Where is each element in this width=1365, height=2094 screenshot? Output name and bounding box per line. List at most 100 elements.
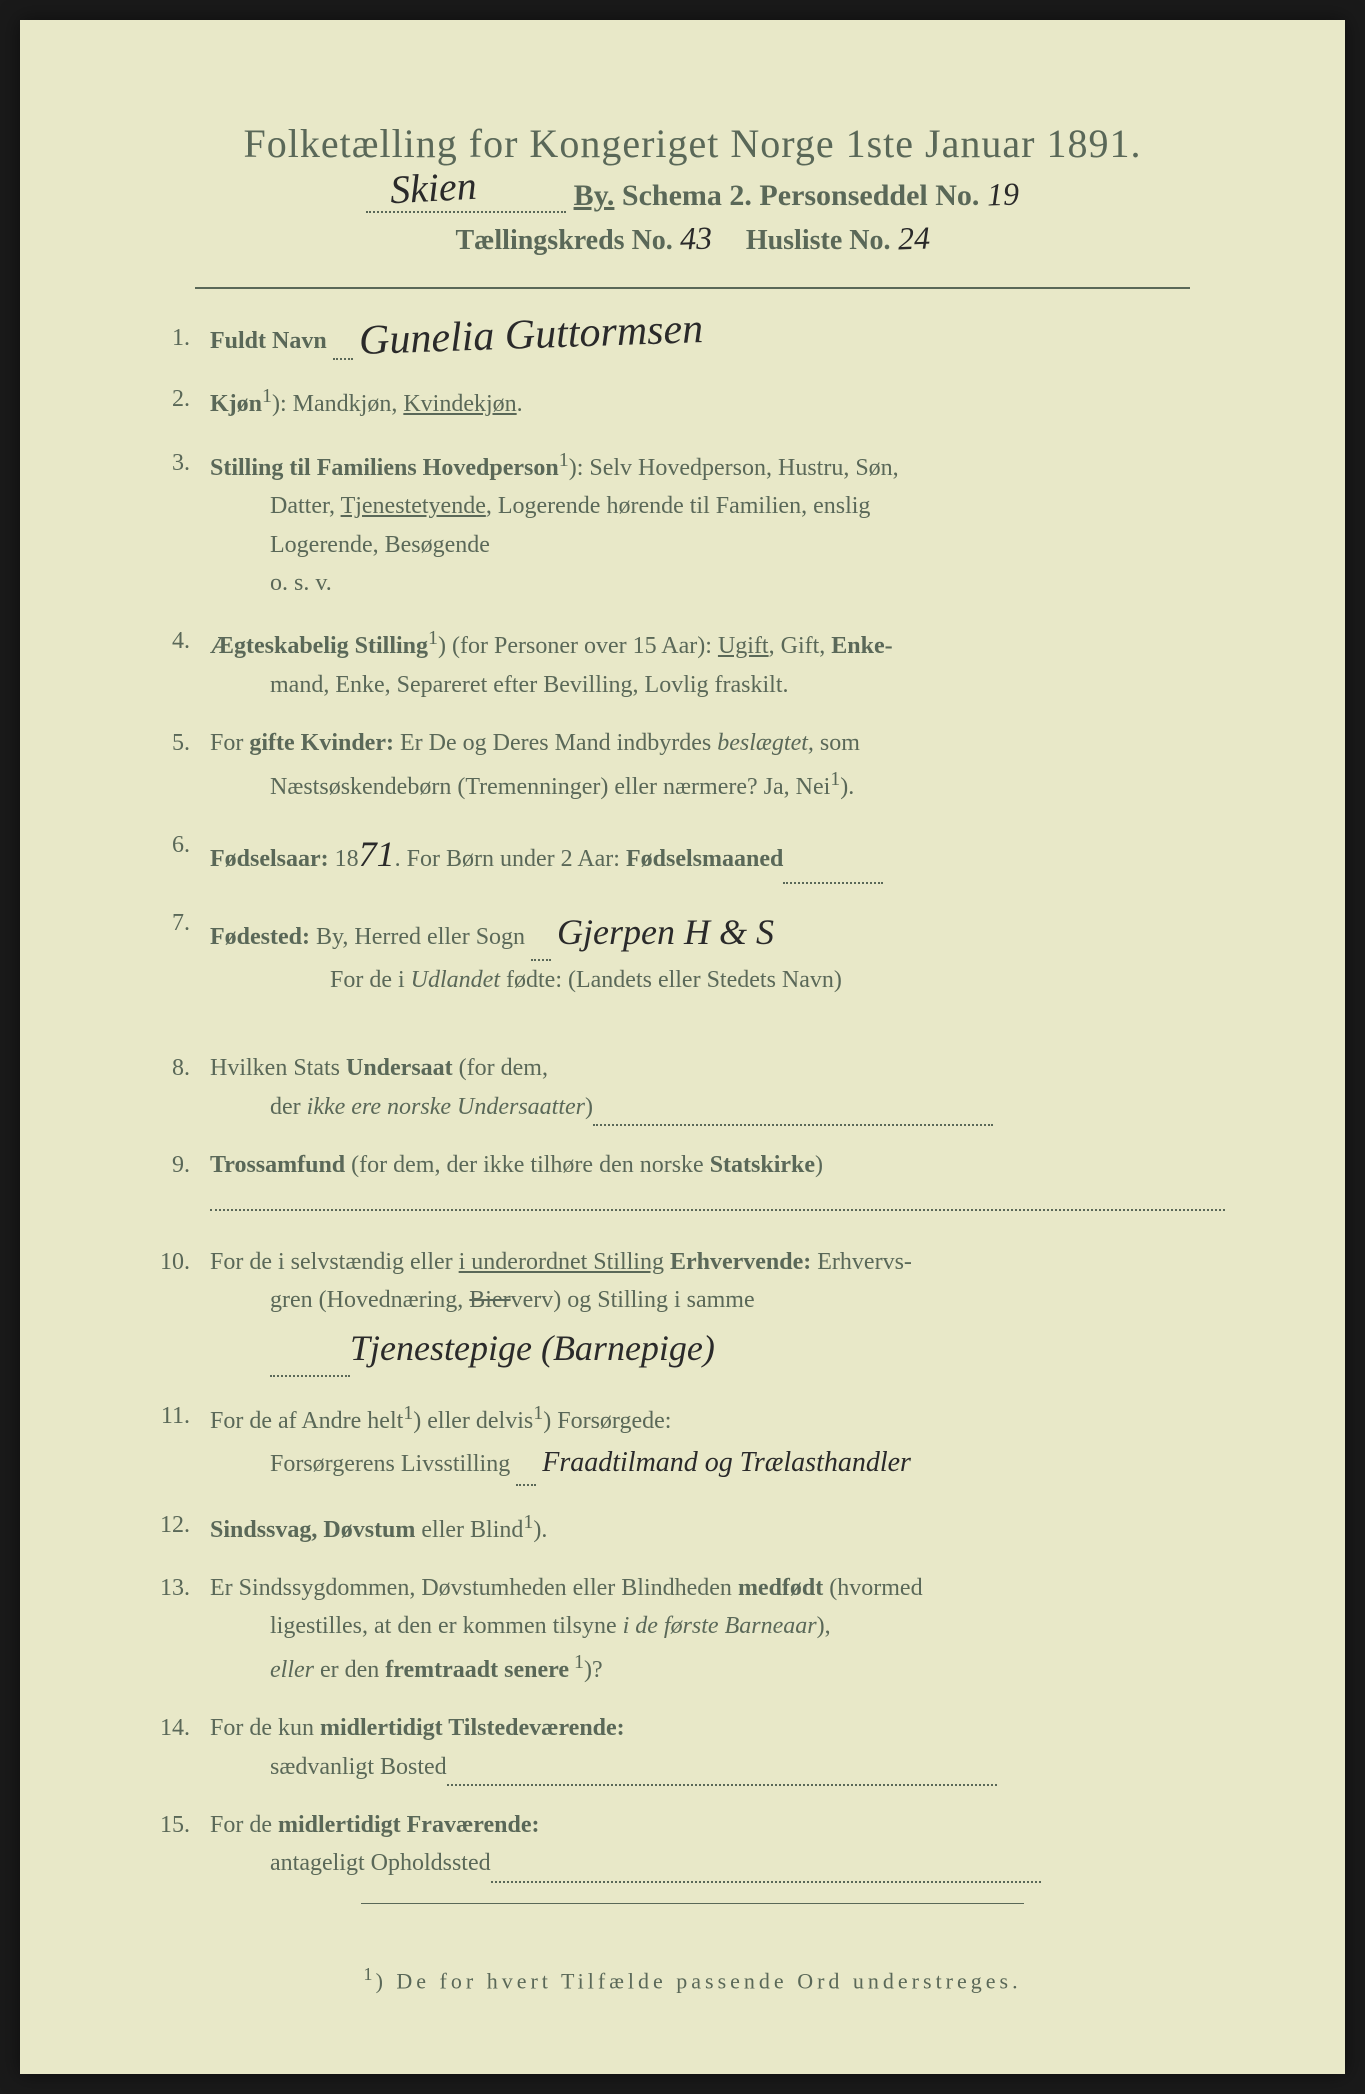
line-text: For de (210, 1812, 278, 1838)
item-number: 8. (160, 1049, 210, 1126)
sup: 1 (523, 1511, 533, 1533)
header-line2: Skien By. Schema 2. Personseddel No. 19 (140, 177, 1245, 213)
sup: 1 (403, 1402, 413, 1424)
item-9: 9. Trossamfund (for dem, der ikke tilhør… (160, 1146, 1225, 1223)
line-text: For (210, 730, 249, 756)
line-text: som (814, 730, 860, 756)
header-title: Folketælling for Kongeriget Norge 1ste J… (140, 120, 1245, 167)
name-handwritten: Gunelia Guttormsen (358, 313, 703, 359)
bold-text: medfødt (738, 1575, 823, 1601)
item-number: 14. (160, 1709, 210, 1786)
line-text: For de kun (210, 1715, 320, 1741)
line-text: , Gift, (769, 633, 832, 659)
occupation-handwritten: Tjenestepige (Barnepige) (350, 1328, 715, 1368)
item-number: 9. (160, 1146, 210, 1223)
sup: 1 (830, 768, 840, 790)
line-text: Er De og Deres Mand indbyrdes (394, 730, 717, 756)
selected-option: Kvindekjøn (403, 391, 516, 417)
punct: . (517, 391, 523, 417)
item-4: 4. Ægteskabelig Stilling1) (for Personer… (160, 622, 1225, 704)
item-number: 6. (160, 826, 210, 884)
sup: 1 (533, 1402, 543, 1424)
item-number: 1. (160, 319, 210, 360)
item-number: 15. (160, 1806, 210, 1883)
line-text: ) eller delvis (413, 1408, 533, 1434)
divider-bottom (361, 1903, 1024, 1904)
birthplace-handwritten: Gjerpen H & S (557, 912, 774, 952)
field-label: Ægteskabelig Stilling (210, 633, 428, 659)
provider-handwritten: Fraadtilmand og Trælasthandler (542, 1447, 911, 1478)
line-text: Erhvervs- (811, 1249, 912, 1275)
item-6: 6. Fødselsaar: 1871. For Børn under 2 Aa… (160, 826, 1225, 884)
personseddel-no: 19 (986, 181, 1019, 208)
by-label: By. (574, 179, 615, 212)
divider-top (195, 287, 1190, 289)
item-14: 14. For de kun midlertidigt Tilstedevære… (160, 1709, 1225, 1786)
form-body: 1. Fuldt Navn Gunelia Guttormsen 2. Kjøn… (140, 319, 1245, 1883)
selected-option: Tjenestetyende (341, 493, 486, 519)
item-12: 12. Sindssvag, Døvstum eller Blind1). (160, 1506, 1225, 1549)
line-text: Næstsøskendebørn (Tremenninger) eller næ… (210, 774, 854, 800)
personseddel-label: Personseddel No. (759, 179, 979, 212)
item-10: 10. For de i selvstændig eller i underor… (160, 1243, 1225, 1377)
line-text: der ikke ere norske Undersaatter) (210, 1094, 593, 1120)
year-handwritten: 71 (359, 834, 395, 874)
item-number: 4. (160, 622, 210, 704)
bold-text: Undersaat (346, 1055, 453, 1081)
header-line3: Tællingskreds No. 43 Husliste No. 24 (140, 225, 1245, 257)
line-text: ): Selv Hovedperson, Hustru, Søn, (569, 455, 899, 481)
underlined-text: i underordnet Stilling (459, 1249, 664, 1275)
item-number: 5. (160, 724, 210, 806)
line-text: Datter, Tjenestetyende, Logerende hørend… (210, 493, 870, 519)
kreds-no: 43 (679, 225, 712, 252)
line-text: For de i Udlandet fødte: (Landets eller … (210, 967, 842, 993)
options-text: ): Mandkjøn, (272, 391, 403, 417)
bold-text: Erhvervende: (664, 1249, 811, 1275)
line-text: (hvormed (823, 1575, 922, 1601)
schema-label: Schema 2. (622, 179, 752, 212)
line-text: ligestilles, at den er kommen tilsyne i … (210, 1613, 831, 1639)
line-text: gren (Hovednæring, Bierverv) og Stilling… (210, 1287, 755, 1313)
sup: 1 (559, 449, 569, 471)
field-label: Sindssvag, Døvstum (210, 1517, 415, 1543)
line-text: Er Sindssygdommen, Døvstumheden eller Bl… (210, 1575, 738, 1601)
field-label: Fuldt Navn (210, 328, 327, 354)
line-text: sædvanligt Bosted (210, 1754, 447, 1780)
field-label: Fødselsmaaned (626, 846, 783, 872)
sup: 1 (262, 385, 272, 407)
field-label: Trossamfund (210, 1152, 345, 1178)
punct: ) (815, 1152, 823, 1178)
bold-text: midlertidigt Fraværende: (278, 1812, 540, 1838)
line-text: (for dem, der ikke tilhøre den norske (345, 1152, 710, 1178)
line-text: By, Herred eller Sogn (310, 924, 525, 950)
line-text: eller Blind (415, 1517, 523, 1543)
bold-text: Statskirke (710, 1152, 815, 1178)
bold-text: midlertidigt Tilstedeværende: (320, 1715, 625, 1741)
item-7: 7. Fødested: By, Herred eller Sogn Gjerp… (160, 904, 1225, 1000)
line-text: (for dem, (453, 1055, 548, 1081)
item-number: 13. (160, 1569, 210, 1689)
line-text: Hvilken Stats (210, 1055, 346, 1081)
footnote-text: ) De for hvert Tilfælde passende Ord und… (376, 1968, 1022, 1993)
item-15: 15. For de midlertidigt Fraværende: anta… (160, 1806, 1225, 1883)
item-11: 11. For de af Andre helt1) eller delvis1… (160, 1397, 1225, 1485)
line-text: o. s. v. (210, 570, 332, 596)
line-text: Forsørgerens Livsstilling (210, 1451, 510, 1477)
kreds-label: Tællingskreds No. (455, 225, 672, 256)
field-label: Stilling til Familiens Hovedperson (210, 455, 559, 481)
line-text: For de af Andre helt (210, 1408, 403, 1434)
item-1: 1. Fuldt Navn Gunelia Guttormsen (160, 319, 1225, 360)
item-number: 10. (160, 1243, 210, 1377)
field-label: gifte Kvinder: (249, 730, 394, 756)
field-label: Kjøn (210, 391, 262, 417)
sup: 1 (428, 627, 438, 649)
line-text: antageligt Opholdssted (210, 1850, 491, 1876)
line-text: mand, Enke, Separeret efter Bevilling, L… (210, 672, 789, 698)
year-prefix: 18 (329, 846, 359, 872)
punct: ). (533, 1517, 547, 1543)
item-number: 2. (160, 380, 210, 423)
line-text: ) Forsørgede: (543, 1408, 671, 1434)
item-number: 12. (160, 1506, 210, 1549)
footnote: 1) De for hvert Tilfælde passende Ord un… (140, 1964, 1245, 1994)
item-13: 13. Er Sindssygdommen, Døvstumheden elle… (160, 1569, 1225, 1689)
